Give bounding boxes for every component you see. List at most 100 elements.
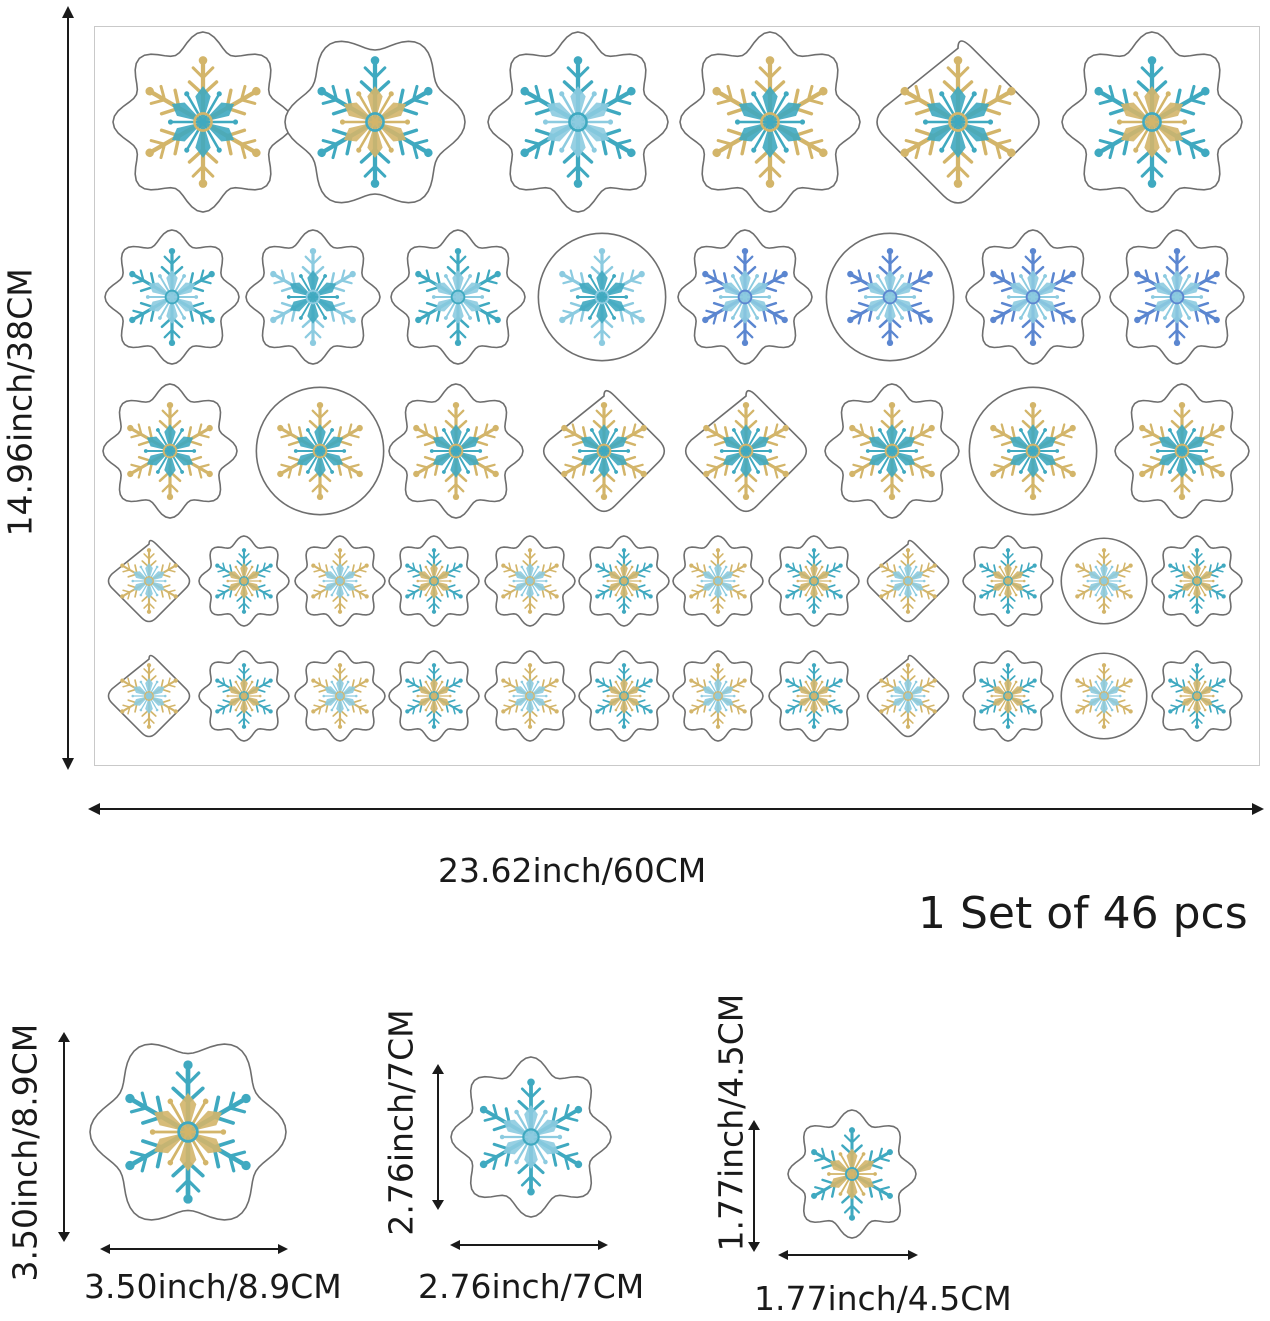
small-sticker-43 [863, 651, 953, 741]
medium-sticker-18 [537, 384, 671, 518]
snowflake-icon [535, 230, 669, 364]
medium-sticker-20 [825, 384, 959, 518]
large-height-arrow-icon [56, 1030, 72, 1244]
snowflake-icon [104, 651, 194, 741]
snowflake-icon [966, 384, 1100, 518]
snowflake-icon [104, 536, 194, 626]
medium-sticker-13 [966, 230, 1100, 364]
snowflake-icon [579, 536, 669, 626]
medium-sticker-19 [679, 384, 813, 518]
small-sticker-35 [104, 651, 194, 741]
small-sticker-42 [769, 651, 859, 741]
snowflake-icon [451, 1057, 611, 1217]
snowflake-icon [673, 536, 763, 626]
small-sticker-40 [579, 651, 669, 741]
small-sticker-29 [673, 536, 763, 626]
medium-height-label: 2.76inch/7CM [381, 1009, 421, 1236]
example-large-sticker [90, 1034, 286, 1230]
large-sticker-5 [868, 32, 1048, 212]
snowflake-icon [485, 651, 575, 741]
small-sticker-31 [863, 536, 953, 626]
small-sticker-28 [579, 536, 669, 626]
small-height-label: 1.77inch/4.5CM [711, 993, 751, 1252]
medium-sticker-8 [246, 230, 380, 364]
sheet-width-label: 23.62inch/60CM [438, 851, 707, 890]
snowflake-icon [295, 651, 385, 741]
snowflake-icon [1152, 536, 1242, 626]
snowflake-icon [1152, 651, 1242, 741]
snowflake-icon [679, 384, 813, 518]
large-width-arrow-icon [98, 1242, 290, 1256]
snowflake-icon [788, 1110, 916, 1238]
snowflake-icon [295, 536, 385, 626]
set-count-label: 1 Set of 46 pcs [918, 888, 1248, 939]
snowflake-icon [678, 230, 812, 364]
medium-sticker-9 [391, 230, 525, 364]
small-sticker-37 [295, 651, 385, 741]
small-sticker-33 [1059, 536, 1149, 626]
snowflake-icon [389, 384, 523, 518]
medium-height-arrow-icon [430, 1062, 446, 1212]
small-sticker-38 [389, 651, 479, 741]
snowflake-icon [579, 651, 669, 741]
snowflake-icon [1059, 536, 1149, 626]
small-sticker-45 [1059, 651, 1149, 741]
small-sticker-34 [1152, 536, 1242, 626]
snowflake-icon [673, 651, 763, 741]
snowflake-icon [389, 536, 479, 626]
snowflake-icon [199, 536, 289, 626]
snowflake-icon [963, 536, 1053, 626]
snowflake-icon [680, 32, 860, 212]
large-sticker-3 [488, 32, 668, 212]
medium-sticker-21 [966, 384, 1100, 518]
snowflake-icon [485, 536, 575, 626]
large-width-label: 3.50inch/8.9CM [84, 1267, 342, 1306]
medium-width-arrow-icon [448, 1238, 610, 1252]
snowflake-icon [488, 32, 668, 212]
medium-sticker-17 [389, 384, 523, 518]
snowflake-icon [1110, 230, 1244, 364]
snowflake-icon [1115, 384, 1249, 518]
large-sticker-1 [113, 32, 293, 212]
small-sticker-36 [199, 651, 289, 741]
small-sticker-39 [485, 651, 575, 741]
small-sticker-41 [673, 651, 763, 741]
small-sticker-24 [199, 536, 289, 626]
medium-sticker-22 [1115, 384, 1249, 518]
snowflake-icon [105, 230, 239, 364]
snowflake-icon [246, 230, 380, 364]
snowflake-icon [199, 651, 289, 741]
medium-width-label: 2.76inch/7CM [418, 1267, 645, 1306]
snowflake-icon [769, 536, 859, 626]
snowflake-icon [868, 32, 1048, 212]
small-sticker-23 [104, 536, 194, 626]
snowflake-icon [90, 1034, 286, 1230]
medium-sticker-14 [1110, 230, 1244, 364]
medium-sticker-12 [823, 230, 957, 364]
small-width-arrow-icon [776, 1248, 920, 1262]
large-sticker-2 [285, 32, 465, 212]
snowflake-icon [963, 651, 1053, 741]
small-width-label: 1.77inch/4.5CM [754, 1279, 1012, 1318]
medium-sticker-15 [103, 384, 237, 518]
snowflake-icon [1059, 651, 1149, 741]
snowflake-icon [103, 384, 237, 518]
sheet-width-arrow-icon [86, 801, 1266, 817]
small-sticker-44 [963, 651, 1053, 741]
medium-sticker-10 [535, 230, 669, 364]
small-sticker-27 [485, 536, 575, 626]
snowflake-icon [253, 384, 387, 518]
snowflake-icon [537, 384, 671, 518]
small-sticker-26 [389, 536, 479, 626]
snowflake-icon [966, 230, 1100, 364]
snowflake-icon [863, 536, 953, 626]
large-sticker-4 [680, 32, 860, 212]
snowflake-icon [823, 230, 957, 364]
snowflake-icon [113, 32, 293, 212]
small-sticker-46 [1152, 651, 1242, 741]
example-small-sticker [788, 1110, 916, 1238]
snowflake-icon [285, 32, 465, 212]
large-sticker-6 [1062, 32, 1242, 212]
medium-sticker-11 [678, 230, 812, 364]
small-sticker-25 [295, 536, 385, 626]
